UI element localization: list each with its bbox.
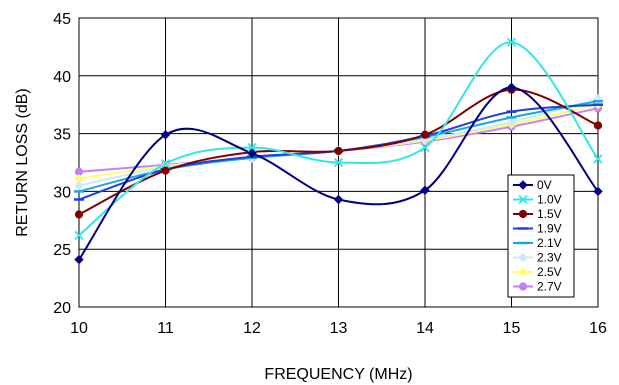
y-tick-label: 45	[53, 11, 71, 28]
legend-entry-label: 1.9V	[537, 222, 562, 236]
data-point-1.0V	[420, 142, 430, 153]
data-point-1.5V	[74, 210, 84, 219]
x-tick-label: 11	[157, 320, 174, 337]
data-point-2.3V	[506, 117, 517, 127]
legend-swatch-marker	[518, 282, 528, 291]
y-tick-label: 30	[53, 184, 71, 201]
legend-entry-label: 2.3V	[537, 251, 562, 265]
data-point-0V	[506, 82, 517, 93]
x-tick-label: 13	[330, 320, 348, 337]
data-point-0V	[160, 130, 171, 140]
data-point-0V	[593, 186, 603, 197]
y-axis-title: RETURN LOSS (dB)	[14, 88, 31, 236]
y-tick-label: 35	[53, 127, 71, 144]
legend-entry-label: 1.0V	[537, 193, 562, 207]
data-point-1.5V	[161, 166, 170, 175]
y-tick-label: 20	[53, 300, 71, 317]
legend-entry-label: 1.5V	[537, 207, 562, 221]
data-point-1.0V	[247, 142, 257, 153]
data-point-1.0V	[74, 230, 84, 240]
x-tick-label: 16	[589, 320, 607, 337]
data-point-1.5V	[420, 130, 430, 139]
data-point-1.5V	[334, 146, 343, 156]
data-point-1.5V	[593, 121, 603, 130]
x-tick-label: 10	[70, 320, 88, 337]
x-axis-title: FREQUENCY (MHz)	[264, 366, 412, 383]
x-tick-label: 14	[416, 320, 434, 337]
data-point-0V	[247, 148, 257, 158]
legend-swatch-marker	[518, 252, 528, 263]
data-point-0V	[420, 185, 430, 195]
plot-area-border	[78, 17, 599, 308]
x-tick-label: 12	[243, 320, 261, 337]
legend-entry-label: 2.5V	[537, 265, 562, 279]
data-point-1.0V	[593, 154, 603, 164]
tick-labels: 10 11 12 13 14 15 16 20 25 30 35 40 45	[53, 11, 607, 337]
legend-entry-label: 2.7V	[537, 280, 562, 294]
legend-swatch-marker	[518, 194, 528, 205]
data-point-2.3V	[74, 180, 84, 191]
data-point-1.0V	[333, 157, 344, 168]
data-point-0V	[74, 254, 84, 265]
legend-swatch-marker	[518, 209, 528, 219]
series-markers	[74, 37, 603, 265]
legend: 0V1.0V1.5V1.9V2.1V2.3V2.5V2.7V	[507, 174, 575, 298]
legend-entry-label: 0V	[537, 178, 552, 192]
data-point-0V	[333, 194, 344, 205]
legend-box	[507, 174, 575, 298]
data-point-1.0V	[506, 37, 517, 47]
legend-entry-label: 2.1V	[537, 236, 562, 250]
y-tick-label: 40	[53, 69, 71, 86]
x-tick-label: 15	[503, 320, 521, 337]
legend-swatch-marker	[518, 267, 528, 277]
data-point-1.0V	[160, 159, 171, 169]
legend-swatch-marker	[518, 180, 528, 190]
y-tick-label: 25	[53, 242, 71, 259]
